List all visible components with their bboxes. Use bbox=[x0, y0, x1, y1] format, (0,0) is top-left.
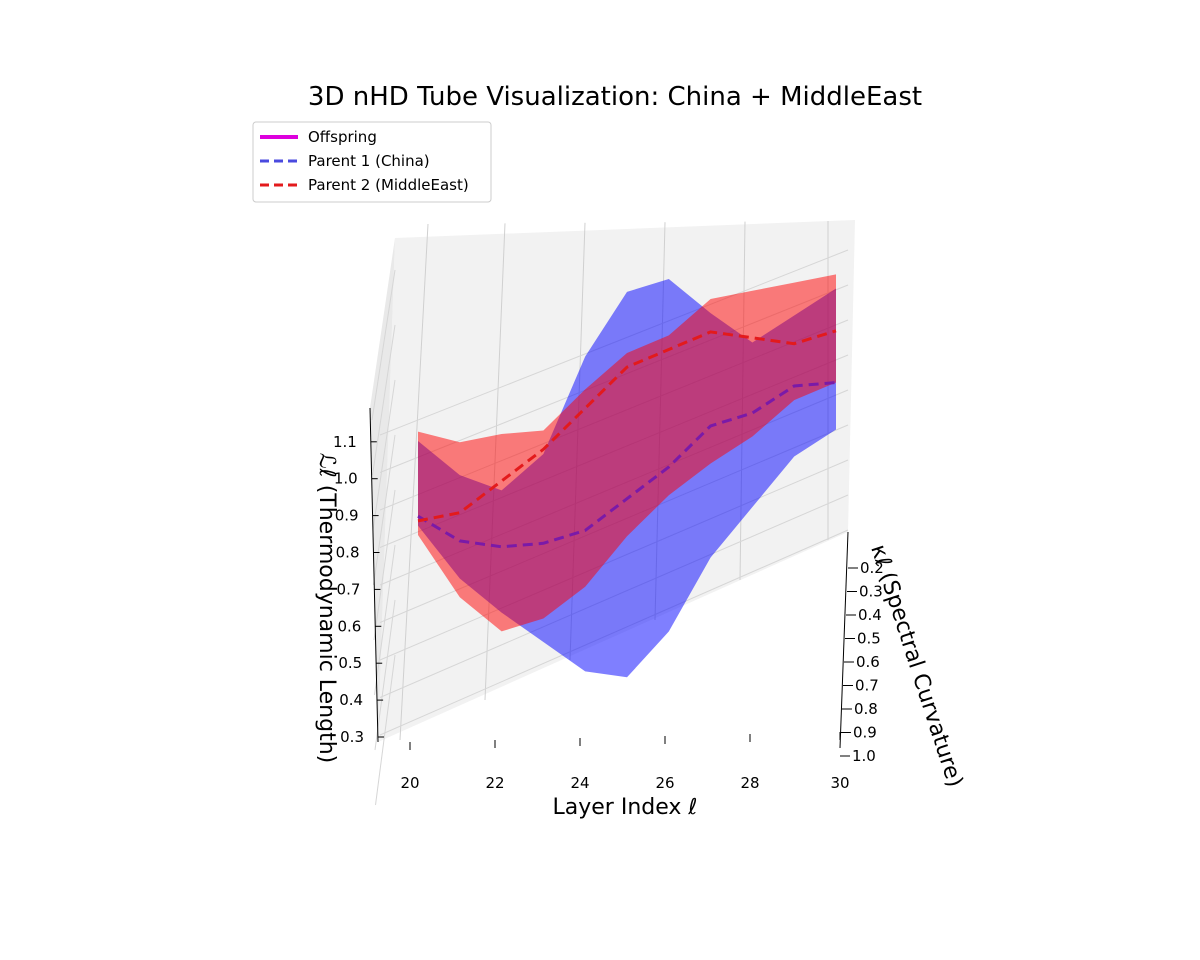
z-tick-label: 0.2 bbox=[860, 559, 884, 577]
z-tick-label: 0.8 bbox=[854, 700, 878, 718]
y-tick-label: 0.6 bbox=[337, 617, 361, 635]
tube-band-2 bbox=[418, 274, 836, 632]
center-line-1 bbox=[417, 381, 837, 549]
z-ticks: 0.2 0.3 0.4 0.5 0.6 0.7 0.8 0.9 1.0 bbox=[840, 559, 884, 765]
y-axis-label: ℒℓ (Thermodynamic Length) bbox=[314, 453, 339, 763]
grid-line-depth bbox=[372, 379, 396, 531]
x-tick-label: 22 bbox=[485, 774, 504, 792]
grid-line-depth bbox=[374, 544, 396, 696]
x-tick-label: 30 bbox=[830, 774, 849, 792]
legend: Offspring Parent 1 (China) Parent 2 (Middl… bbox=[252, 121, 492, 203]
x-tick-label: 26 bbox=[655, 774, 674, 792]
y-tick-label: 0.8 bbox=[336, 544, 360, 562]
z-tick-label: 0.5 bbox=[857, 630, 881, 648]
grid-line-depth bbox=[372, 324, 396, 476]
x-tick-label: 24 bbox=[570, 774, 589, 792]
z-tick-label: 1.0 bbox=[852, 747, 876, 765]
legend-label: Offspring bbox=[308, 128, 377, 146]
chart-title: 3D nHD Tube Visualization: China + Middl… bbox=[308, 82, 922, 112]
x-ticks: 20 22 24 26 28 30 bbox=[400, 732, 850, 792]
y-axis-line bbox=[369, 407, 379, 743]
legend-box bbox=[252, 121, 492, 203]
tube-bands bbox=[418, 274, 836, 678]
z-tick-label: 0.7 bbox=[855, 677, 879, 695]
y-tick-label: 1.0 bbox=[334, 470, 358, 488]
legend-label: Parent 2 (MiddleEast) bbox=[308, 176, 469, 194]
z-axis-line bbox=[839, 531, 849, 749]
center-line-2 bbox=[417, 329, 837, 523]
x-tick-label: 28 bbox=[740, 774, 759, 792]
y-tick-label: 0.3 bbox=[340, 728, 364, 746]
y-tick-label: 1.1 bbox=[333, 433, 357, 451]
grid-line-depth bbox=[374, 599, 396, 751]
grid-line-v bbox=[399, 223, 429, 741]
z-tick-label: 0.6 bbox=[856, 653, 880, 671]
y-ticks: 0.3 0.4 0.5 0.6 0.7 0.8 0.9 1.0 1.1 bbox=[333, 433, 384, 746]
y-tick-label: 0.5 bbox=[338, 654, 362, 672]
legend-label: Parent 1 (China) bbox=[308, 152, 430, 170]
axes bbox=[369, 407, 849, 749]
center-lines bbox=[417, 329, 837, 549]
z-tick-label: 0.4 bbox=[858, 606, 882, 624]
z-tick-label: 0.9 bbox=[853, 724, 877, 742]
x-tick-label: 20 bbox=[400, 774, 419, 792]
grid-line-depth bbox=[373, 489, 396, 641]
y-tick-label: 0.4 bbox=[339, 691, 363, 709]
grid-line-depth bbox=[375, 654, 396, 806]
y-tick-label: 0.7 bbox=[337, 580, 361, 598]
z-axis-label: κℓ (Spectral Curvature) bbox=[865, 542, 967, 791]
z-tick-label: 0.3 bbox=[859, 583, 883, 601]
y-tick-label: 0.9 bbox=[335, 507, 359, 525]
x-axis-label: Layer Index ℓ bbox=[553, 795, 698, 820]
grid-line-depth bbox=[371, 269, 396, 421]
grid-line-depth bbox=[373, 434, 396, 586]
